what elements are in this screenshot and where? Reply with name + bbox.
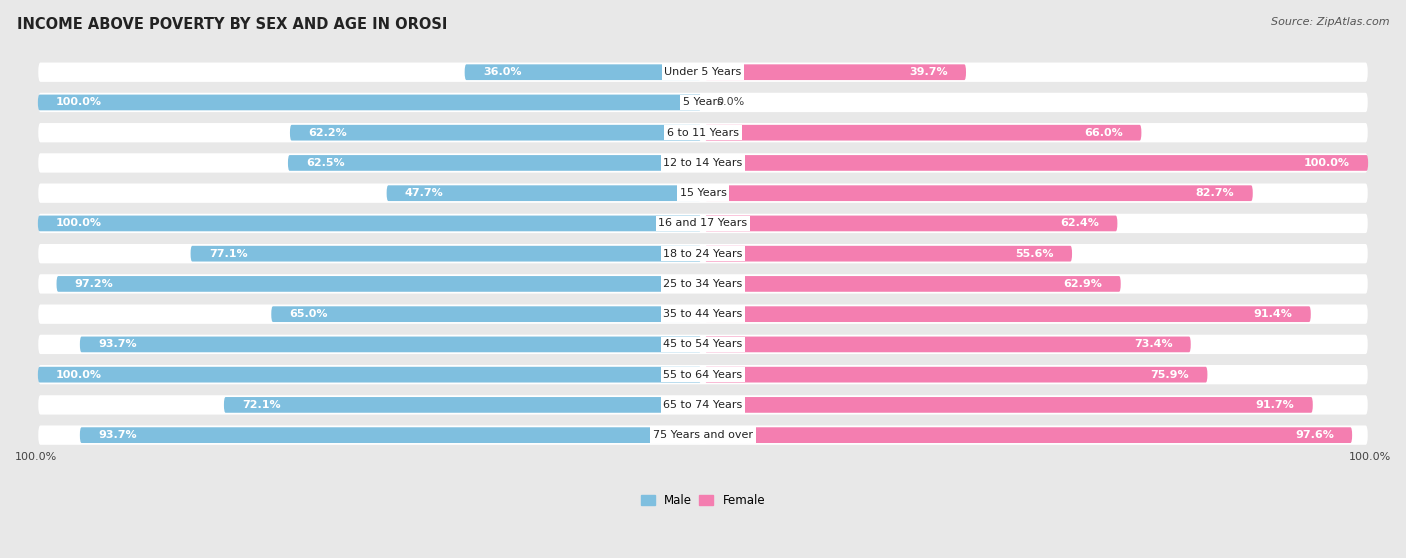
Text: 100.0%: 100.0%: [56, 98, 103, 108]
FancyBboxPatch shape: [704, 125, 1142, 141]
Text: 36.0%: 36.0%: [482, 67, 522, 77]
Text: 39.7%: 39.7%: [910, 67, 948, 77]
FancyBboxPatch shape: [387, 185, 702, 201]
FancyBboxPatch shape: [464, 64, 702, 80]
FancyBboxPatch shape: [704, 276, 1121, 292]
Text: 62.4%: 62.4%: [1060, 218, 1099, 228]
Text: 5 Years: 5 Years: [683, 98, 723, 108]
Text: INCOME ABOVE POVERTY BY SEX AND AGE IN OROSI: INCOME ABOVE POVERTY BY SEX AND AGE IN O…: [17, 17, 447, 32]
Text: 15 Years: 15 Years: [679, 188, 727, 198]
FancyBboxPatch shape: [704, 427, 1353, 443]
FancyBboxPatch shape: [704, 397, 1313, 413]
FancyBboxPatch shape: [38, 425, 1368, 445]
Text: 25 to 34 Years: 25 to 34 Years: [664, 279, 742, 289]
FancyBboxPatch shape: [38, 214, 1368, 233]
Text: 77.1%: 77.1%: [209, 249, 247, 259]
Text: Source: ZipAtlas.com: Source: ZipAtlas.com: [1271, 17, 1389, 27]
FancyBboxPatch shape: [191, 246, 702, 262]
Text: 100.0%: 100.0%: [15, 452, 58, 462]
FancyBboxPatch shape: [704, 64, 966, 80]
FancyBboxPatch shape: [38, 123, 1368, 142]
FancyBboxPatch shape: [704, 155, 1368, 171]
Text: 75 Years and over: 75 Years and over: [652, 430, 754, 440]
Text: 91.4%: 91.4%: [1254, 309, 1292, 319]
FancyBboxPatch shape: [80, 336, 702, 352]
FancyBboxPatch shape: [704, 336, 1191, 352]
Text: 75.9%: 75.9%: [1150, 369, 1189, 379]
FancyBboxPatch shape: [38, 395, 1368, 415]
Text: 65 to 74 Years: 65 to 74 Years: [664, 400, 742, 410]
Text: 82.7%: 82.7%: [1197, 188, 1234, 198]
FancyBboxPatch shape: [38, 95, 702, 110]
Text: 93.7%: 93.7%: [98, 430, 136, 440]
FancyBboxPatch shape: [704, 185, 1253, 201]
FancyBboxPatch shape: [38, 365, 1368, 384]
Legend: Male, Female: Male, Female: [636, 489, 770, 512]
Text: 18 to 24 Years: 18 to 24 Years: [664, 249, 742, 259]
FancyBboxPatch shape: [38, 215, 702, 232]
FancyBboxPatch shape: [56, 276, 702, 292]
Text: Under 5 Years: Under 5 Years: [665, 67, 741, 77]
Text: 55 to 64 Years: 55 to 64 Years: [664, 369, 742, 379]
Text: 100.0%: 100.0%: [56, 218, 103, 228]
FancyBboxPatch shape: [288, 155, 702, 171]
FancyBboxPatch shape: [38, 305, 1368, 324]
Text: 66.0%: 66.0%: [1084, 128, 1123, 138]
Text: 16 and 17 Years: 16 and 17 Years: [658, 218, 748, 228]
Text: 12 to 14 Years: 12 to 14 Years: [664, 158, 742, 168]
Text: 55.6%: 55.6%: [1015, 249, 1053, 259]
FancyBboxPatch shape: [38, 274, 1368, 294]
Text: 62.2%: 62.2%: [308, 128, 347, 138]
Text: 100.0%: 100.0%: [56, 369, 103, 379]
FancyBboxPatch shape: [38, 153, 1368, 172]
Text: 65.0%: 65.0%: [290, 309, 328, 319]
FancyBboxPatch shape: [38, 335, 1368, 354]
FancyBboxPatch shape: [38, 244, 1368, 263]
FancyBboxPatch shape: [38, 62, 1368, 82]
Text: 6 to 11 Years: 6 to 11 Years: [666, 128, 740, 138]
FancyBboxPatch shape: [704, 306, 1310, 322]
FancyBboxPatch shape: [290, 125, 702, 141]
FancyBboxPatch shape: [704, 246, 1071, 262]
FancyBboxPatch shape: [80, 427, 702, 443]
FancyBboxPatch shape: [224, 397, 702, 413]
Text: 73.4%: 73.4%: [1133, 339, 1173, 349]
FancyBboxPatch shape: [38, 184, 1368, 203]
FancyBboxPatch shape: [271, 306, 702, 322]
Text: 91.7%: 91.7%: [1256, 400, 1295, 410]
FancyBboxPatch shape: [704, 215, 1118, 232]
Text: 47.7%: 47.7%: [405, 188, 444, 198]
FancyBboxPatch shape: [704, 367, 1208, 383]
Text: 97.6%: 97.6%: [1295, 430, 1334, 440]
Text: 35 to 44 Years: 35 to 44 Years: [664, 309, 742, 319]
FancyBboxPatch shape: [38, 93, 1368, 112]
Text: 97.2%: 97.2%: [75, 279, 114, 289]
Text: 93.7%: 93.7%: [98, 339, 136, 349]
Text: 72.1%: 72.1%: [242, 400, 281, 410]
FancyBboxPatch shape: [38, 367, 702, 383]
Text: 45 to 54 Years: 45 to 54 Years: [664, 339, 742, 349]
Text: 0.0%: 0.0%: [716, 98, 745, 108]
Text: 62.9%: 62.9%: [1063, 279, 1102, 289]
Text: 62.5%: 62.5%: [307, 158, 344, 168]
Text: 100.0%: 100.0%: [1348, 452, 1391, 462]
Text: 100.0%: 100.0%: [1303, 158, 1350, 168]
